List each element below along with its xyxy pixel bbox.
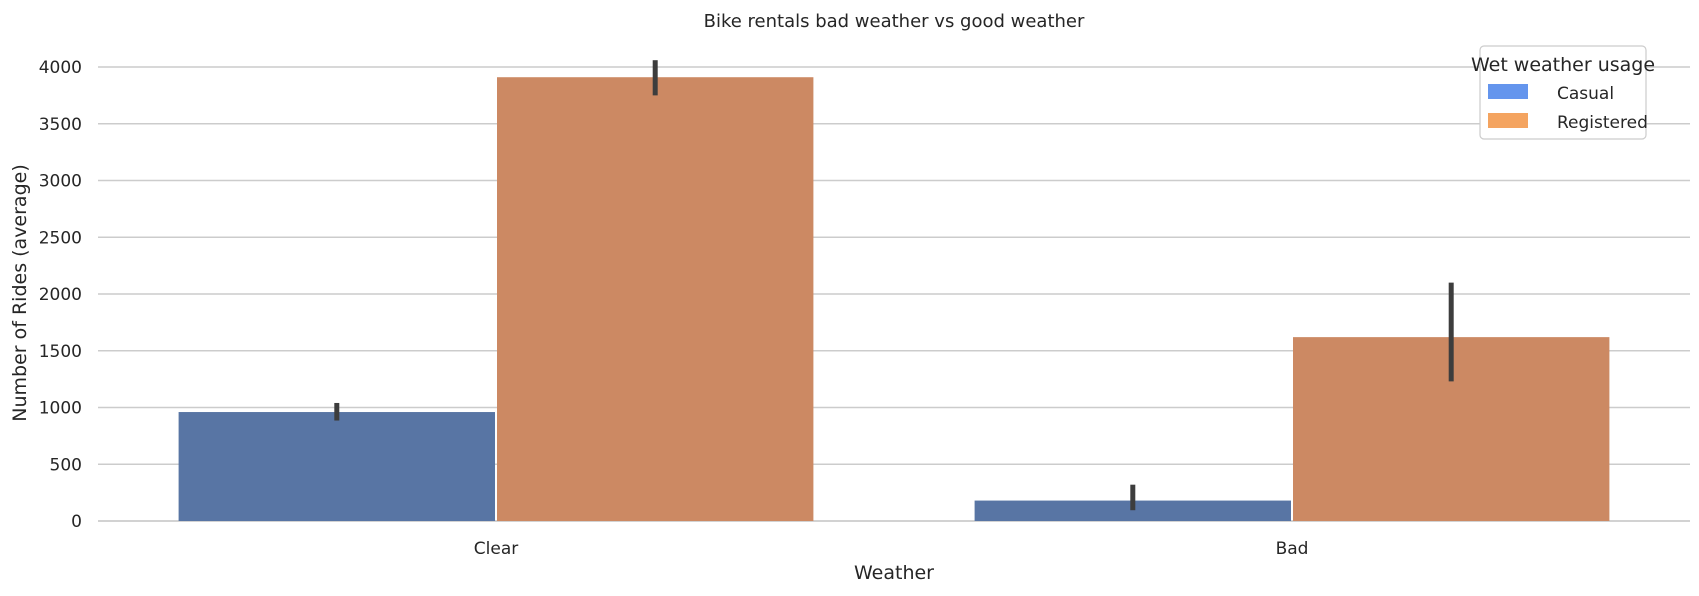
y-tick-label: 1000	[39, 399, 82, 419]
bar-casual-bad	[974, 500, 1291, 521]
legend-swatch-registered	[1488, 113, 1528, 128]
x-axis-label: Weather	[854, 562, 934, 584]
x-tick-label: Bad	[1276, 539, 1309, 559]
legend: Wet weather usage Casual Registered	[1471, 45, 1655, 140]
y-tick-label: 500	[50, 455, 82, 475]
y-tick-label: 3000	[39, 172, 82, 192]
y-tick-labels: 0 500 1000 1500 2000 2500 3000 3500 4000	[39, 58, 82, 532]
bar-registered-clear	[497, 77, 814, 521]
y-tick-label: 0	[71, 512, 82, 532]
legend-swatch-casual	[1488, 84, 1528, 99]
y-axis-label: Number of Rides (average)	[9, 164, 31, 422]
chart-title: Bike rentals bad weather vs good weather	[704, 11, 1085, 32]
y-tick-label: 2500	[39, 228, 82, 248]
x-tick-label: Clear	[474, 539, 518, 559]
y-tick-label: 3500	[39, 115, 82, 135]
bars	[178, 77, 1610, 521]
y-tick-label: 1500	[39, 342, 82, 362]
legend-title: Wet weather usage	[1471, 54, 1655, 76]
legend-label-registered: Registered	[1557, 113, 1648, 133]
legend-label-casual: Casual	[1557, 84, 1614, 104]
error-bars	[334, 60, 1454, 511]
bar-casual-clear	[178, 412, 495, 521]
y-tick-label: 4000	[39, 58, 82, 78]
y-tick-label: 2000	[39, 285, 82, 305]
x-tick-labels: Clear Bad	[474, 539, 1309, 559]
